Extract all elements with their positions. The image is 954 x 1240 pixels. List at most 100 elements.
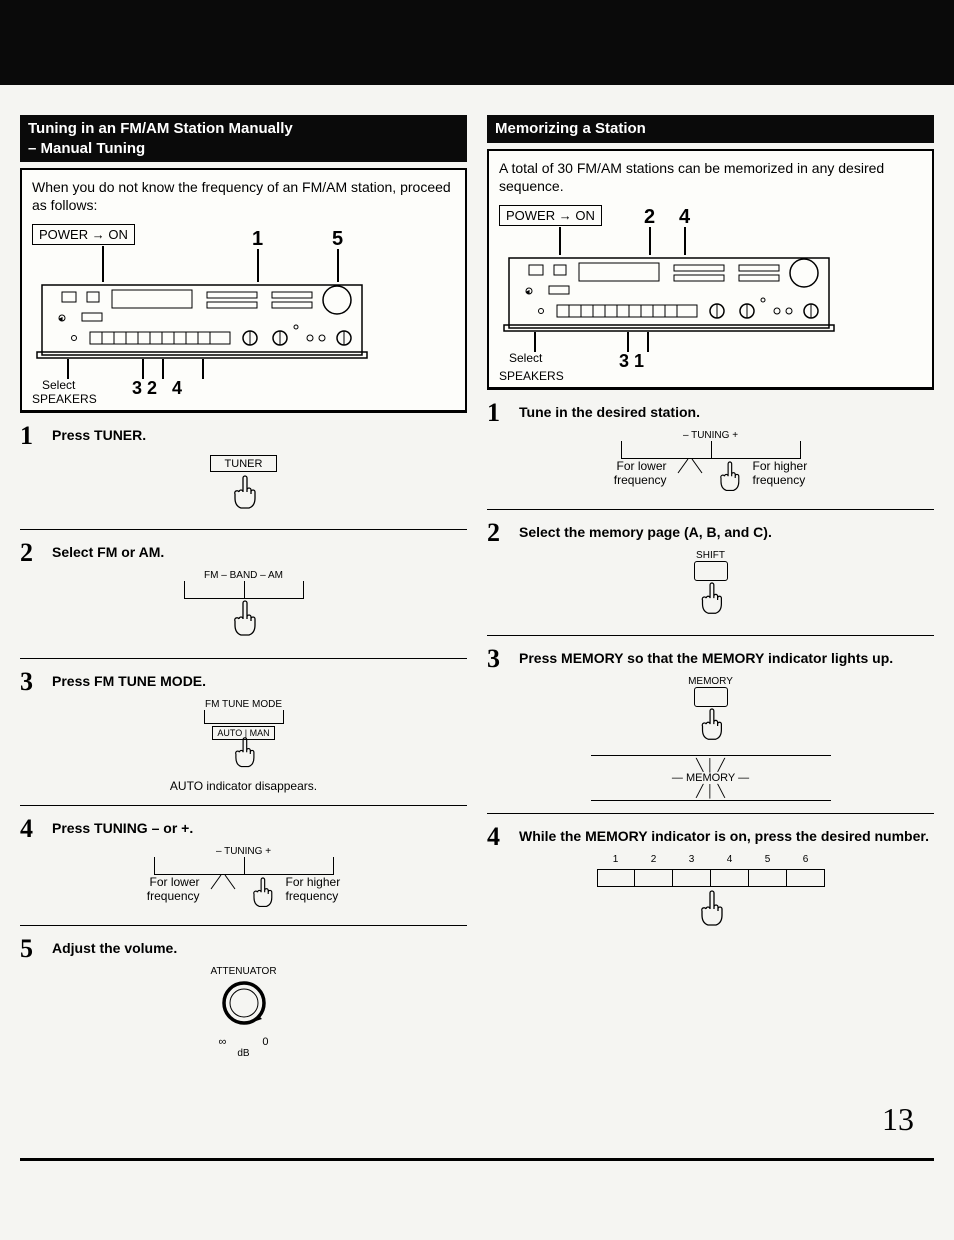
right-step-2: 2 Select the memory page (A, B, and C). … [487,509,934,635]
shift-button [694,561,728,581]
step-title: Press TUNER. [52,423,467,443]
volume-dial [216,977,272,1033]
right-column: Memorizing a Station A total of 30 FM/AM… [487,115,934,1071]
step-num: 3 [487,646,509,672]
auto-disappears-note: AUTO indicator disappears. [20,779,467,793]
page-bottom-rule [20,1158,934,1161]
freq-lower: For lower frequency [614,459,667,487]
hand-icon [246,875,278,913]
left-column: Tuning in an FM/AM Station Manually – Ma… [20,115,467,1071]
hand-icon [693,889,729,933]
receiver-line-b2 [142,359,144,379]
memory-indicator: — MEMORY — [672,772,749,784]
freq-higher: For higher frequency [286,875,341,903]
left-step-4: 4 Press TUNING – or +. – TUNING + For lo… [20,805,467,925]
right-step-3: 3 Press MEMORY so that the MEMORY indica… [487,635,934,813]
freq-lower: For lower frequency [147,875,200,903]
shift-label: SHIFT [487,550,934,561]
right-diagram-panel: A total of 30 FM/AM stations can be memo… [487,149,934,389]
right-intro: A total of 30 FM/AM stations can be memo… [499,159,922,195]
freq-arrows [675,459,705,477]
tuning-bar [154,857,334,875]
hand-icon [694,580,728,620]
callout-4: 4 [679,206,690,229]
mode-box [204,710,284,724]
freq-arrows [208,875,238,893]
label-324: 3 2 4 [132,378,182,399]
hand-icon [226,599,262,643]
receiver-line-3 [337,249,339,282]
tuner-button: TUNER [210,455,278,472]
step-num: 5 [20,936,42,962]
page-number: 13 [0,1091,954,1158]
step-num: 2 [20,540,42,566]
step-title: Select the memory page (A, B, and C). [519,520,934,540]
callout-2: 2 [644,206,655,229]
scan-header-band [0,0,954,85]
step-num: 1 [20,423,42,449]
label-select: Select [42,378,75,392]
step-title: Press TUNING – or +. [52,816,467,836]
power-on-label: POWER → ON [32,224,135,245]
step-num: 2 [487,520,509,546]
step-num: 1 [487,400,509,426]
label-31: 3 1 [619,351,644,372]
fm-tune-mode-label: FM TUNE MODE [20,699,467,710]
step-title: Tune in the desired station. [519,400,934,420]
label-speakers: SPEAKERS [32,392,455,406]
step-num: 4 [487,824,509,850]
band-label: FM – BAND – AM [20,570,467,581]
receiver-line-b4 [202,359,204,379]
receiver-line-1 [102,246,104,282]
svg-text:◄: ◄ [57,316,64,323]
memory-button [694,687,728,707]
dial-inf: ∞ [219,1036,227,1048]
tuning-label: – TUNING + [487,430,934,441]
step-title: Select FM or AM. [52,540,467,560]
attenuator-label: ATTENUATOR [20,966,467,977]
dial-db: dB [20,1048,467,1059]
receiver-line [647,332,649,352]
label-select: Select [509,351,542,365]
freq-higher: For higher frequency [753,459,808,487]
step-num: 4 [20,816,42,842]
hand-icon [226,474,262,514]
left-section-header: Tuning in an FM/AM Station Manually – Ma… [20,115,467,162]
receiver-line-b3 [162,359,164,379]
right-section-header: Memorizing a Station [487,115,934,143]
step-title: Press FM TUNE MODE. [52,669,467,689]
left-diagram-panel: When you do not know the frequency of an… [20,168,467,412]
callout-5: 5 [332,228,343,251]
receiver-line [649,227,651,255]
right-step-4: 4 While the MEMORY indicator is on, pres… [487,813,934,948]
receiver-line-2 [257,249,259,282]
receiver-line [559,227,561,255]
callout-1: 1 [252,228,263,251]
receiver-illustration-left: ◄ [32,280,372,370]
tuning-bar [621,441,801,459]
receiver-line [684,227,686,255]
step-title: Press MEMORY so that the MEMORY indicato… [519,646,934,666]
receiver-line-b1 [67,359,69,379]
receiver-line [534,332,536,352]
power-on-label: POWER → ON [499,205,602,226]
receiver-illustration-right: ◄ [499,253,839,343]
hand-icon [227,736,261,772]
tuning-label: – TUNING + [20,846,467,857]
page-content: Tuning in an FM/AM Station Manually – Ma… [0,85,954,1091]
left-step-2: 2 Select FM or AM. FM – BAND – AM [20,529,467,658]
right-step-1: 1 Tune in the desired station. – TUNING … [487,389,934,509]
left-step-5: 5 Adjust the volume. ATTENUATOR ∞ 0 dB [20,925,467,1071]
number-labels: 123456 [487,854,934,865]
number-buttons [487,869,934,887]
receiver-line [627,332,629,352]
memory-label: MEMORY [487,676,934,687]
band-switch [184,581,304,599]
svg-text:◄: ◄ [524,289,531,296]
step-title: Adjust the volume. [52,936,467,956]
left-intro: When you do not know the frequency of an… [32,178,455,214]
left-step-1: 1 Press TUNER. TUNER [20,412,467,529]
step-num: 3 [20,669,42,695]
hand-icon [713,459,745,497]
hand-icon [694,706,728,746]
